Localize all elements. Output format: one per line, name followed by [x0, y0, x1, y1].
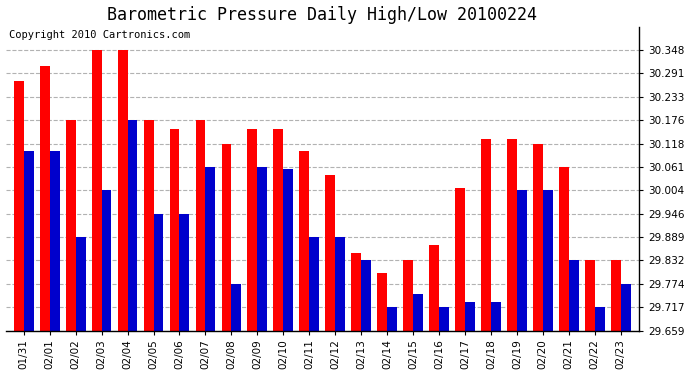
Title: Barometric Pressure Daily High/Low 20100224: Barometric Pressure Daily High/Low 20100…	[107, 6, 538, 24]
Bar	[14, 81, 23, 330]
Bar	[517, 190, 526, 330]
Bar	[585, 260, 595, 330]
Bar	[118, 50, 128, 330]
Bar	[179, 214, 189, 330]
Bar	[92, 50, 101, 330]
Bar	[221, 144, 231, 330]
Bar	[284, 170, 293, 330]
Bar	[326, 176, 335, 330]
Bar	[206, 167, 215, 330]
Bar	[595, 307, 604, 330]
Bar	[491, 302, 501, 330]
Bar	[377, 273, 387, 330]
Bar	[101, 190, 112, 330]
Bar	[621, 284, 631, 330]
Bar	[299, 151, 309, 330]
Bar	[611, 260, 621, 330]
Bar	[387, 307, 397, 330]
Bar	[533, 144, 543, 330]
Bar	[543, 190, 553, 330]
Bar	[335, 237, 345, 330]
Bar	[257, 167, 267, 330]
Bar	[559, 167, 569, 330]
Bar	[455, 188, 465, 330]
Bar	[465, 302, 475, 330]
Bar	[361, 260, 371, 330]
Bar	[76, 237, 86, 330]
Bar	[153, 214, 164, 330]
Bar	[273, 129, 284, 330]
Bar	[439, 307, 449, 330]
Bar	[128, 120, 137, 330]
Bar	[144, 120, 153, 330]
Bar	[309, 237, 319, 330]
Bar	[23, 151, 34, 330]
Bar	[481, 139, 491, 330]
Bar	[231, 284, 241, 330]
Bar	[507, 139, 517, 330]
Bar	[429, 244, 439, 330]
Bar	[40, 66, 50, 330]
Bar	[248, 129, 257, 330]
Bar	[66, 120, 76, 330]
Bar	[50, 151, 59, 330]
Text: Copyright 2010 Cartronics.com: Copyright 2010 Cartronics.com	[9, 30, 190, 39]
Bar	[351, 253, 361, 330]
Bar	[413, 294, 423, 330]
Bar	[403, 260, 413, 330]
Bar	[195, 120, 206, 330]
Bar	[569, 260, 579, 330]
Bar	[170, 129, 179, 330]
